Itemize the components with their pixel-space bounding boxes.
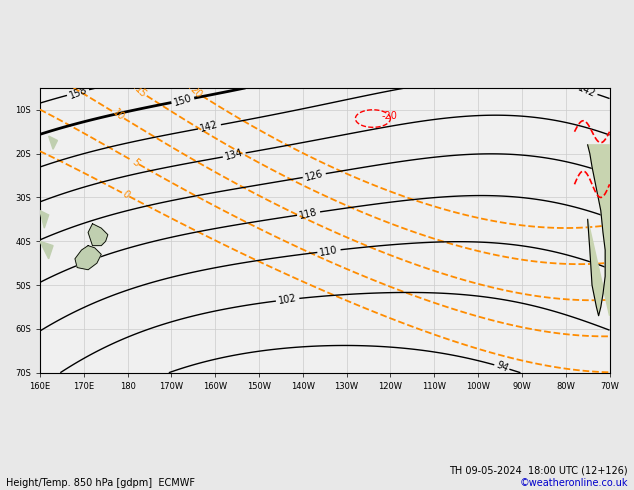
Polygon shape (88, 224, 108, 245)
Text: 142: 142 (576, 83, 597, 99)
Text: 20: 20 (188, 84, 204, 100)
Text: 142: 142 (199, 120, 220, 134)
Text: 10: 10 (110, 107, 126, 122)
Text: 102: 102 (278, 293, 297, 306)
Text: -20: -20 (382, 111, 398, 121)
Polygon shape (75, 245, 101, 270)
Text: 94: 94 (495, 360, 510, 374)
Polygon shape (49, 136, 58, 149)
Text: 0: 0 (120, 189, 131, 200)
Text: 126: 126 (304, 169, 325, 183)
Text: Height/Temp. 850 hPa [gdpm]  ECMWF: Height/Temp. 850 hPa [gdpm] ECMWF (6, 478, 195, 488)
Text: 158: 158 (68, 84, 89, 100)
Text: 5: 5 (130, 156, 141, 168)
Text: TH 09-05-2024  18:00 UTC (12+126): TH 09-05-2024 18:00 UTC (12+126) (449, 466, 628, 475)
Text: 110: 110 (319, 245, 339, 258)
Text: 150: 150 (172, 93, 193, 108)
Text: 15: 15 (133, 84, 149, 100)
Polygon shape (588, 145, 609, 316)
Text: 134: 134 (224, 147, 245, 162)
Text: 118: 118 (299, 207, 319, 220)
Text: ©weatheronline.co.uk: ©weatheronline.co.uk (519, 478, 628, 488)
Polygon shape (40, 241, 53, 259)
Polygon shape (40, 211, 49, 228)
